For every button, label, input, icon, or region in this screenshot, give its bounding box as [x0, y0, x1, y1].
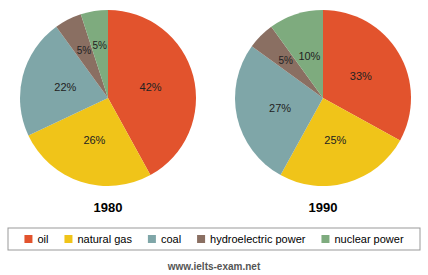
legend-label: nuclear power — [334, 233, 403, 245]
data-label: 5% — [77, 45, 92, 56]
pie-group: 42% 26% 22% 5%5% — [20, 10, 196, 186]
legend-frame — [8, 228, 420, 250]
legend-label: oil — [37, 233, 48, 245]
data-label: 42% — [140, 81, 162, 93]
pie-slice — [20, 27, 108, 136]
data-label: 22% — [54, 81, 76, 93]
legend-item: hydroelectric power — [197, 233, 306, 245]
legend: oil natural gas coal hydroelectric power nuc… — [8, 228, 420, 250]
annotation: www.ielts-exam.net — [167, 261, 261, 272]
legend-label: coal — [161, 233, 181, 245]
data-label: 25% — [324, 134, 346, 146]
legend-swatch — [197, 235, 205, 243]
legend-item: natural gas — [64, 233, 132, 245]
pie-group: 33% 25% 27% 5% 10% — [235, 10, 411, 186]
pie-slice — [271, 10, 323, 98]
chart-title: 1980 — [94, 200, 123, 215]
data-label: 27% — [269, 102, 291, 114]
data-label: 5% — [278, 55, 293, 66]
legend-swatch — [148, 235, 156, 243]
legend-label: natural gas — [77, 233, 132, 245]
data-label: 10% — [298, 50, 320, 62]
legend-swatch — [321, 235, 329, 243]
data-label: 26% — [83, 134, 105, 146]
chart-title: 1990 — [309, 200, 338, 215]
data-label: 5% — [93, 40, 108, 51]
chart-canvas: 42%26%22%5%5%198033%25%27%5%10%1990www.i… — [0, 0, 428, 275]
legend-swatch — [24, 235, 32, 243]
legend-label: hydroelectric power — [210, 233, 306, 245]
legend-item: coal — [148, 233, 181, 245]
legend-swatch — [64, 235, 72, 243]
legend-item: nuclear power — [321, 233, 403, 245]
legend-item: oil — [24, 233, 48, 245]
data-label: 33% — [350, 70, 372, 82]
